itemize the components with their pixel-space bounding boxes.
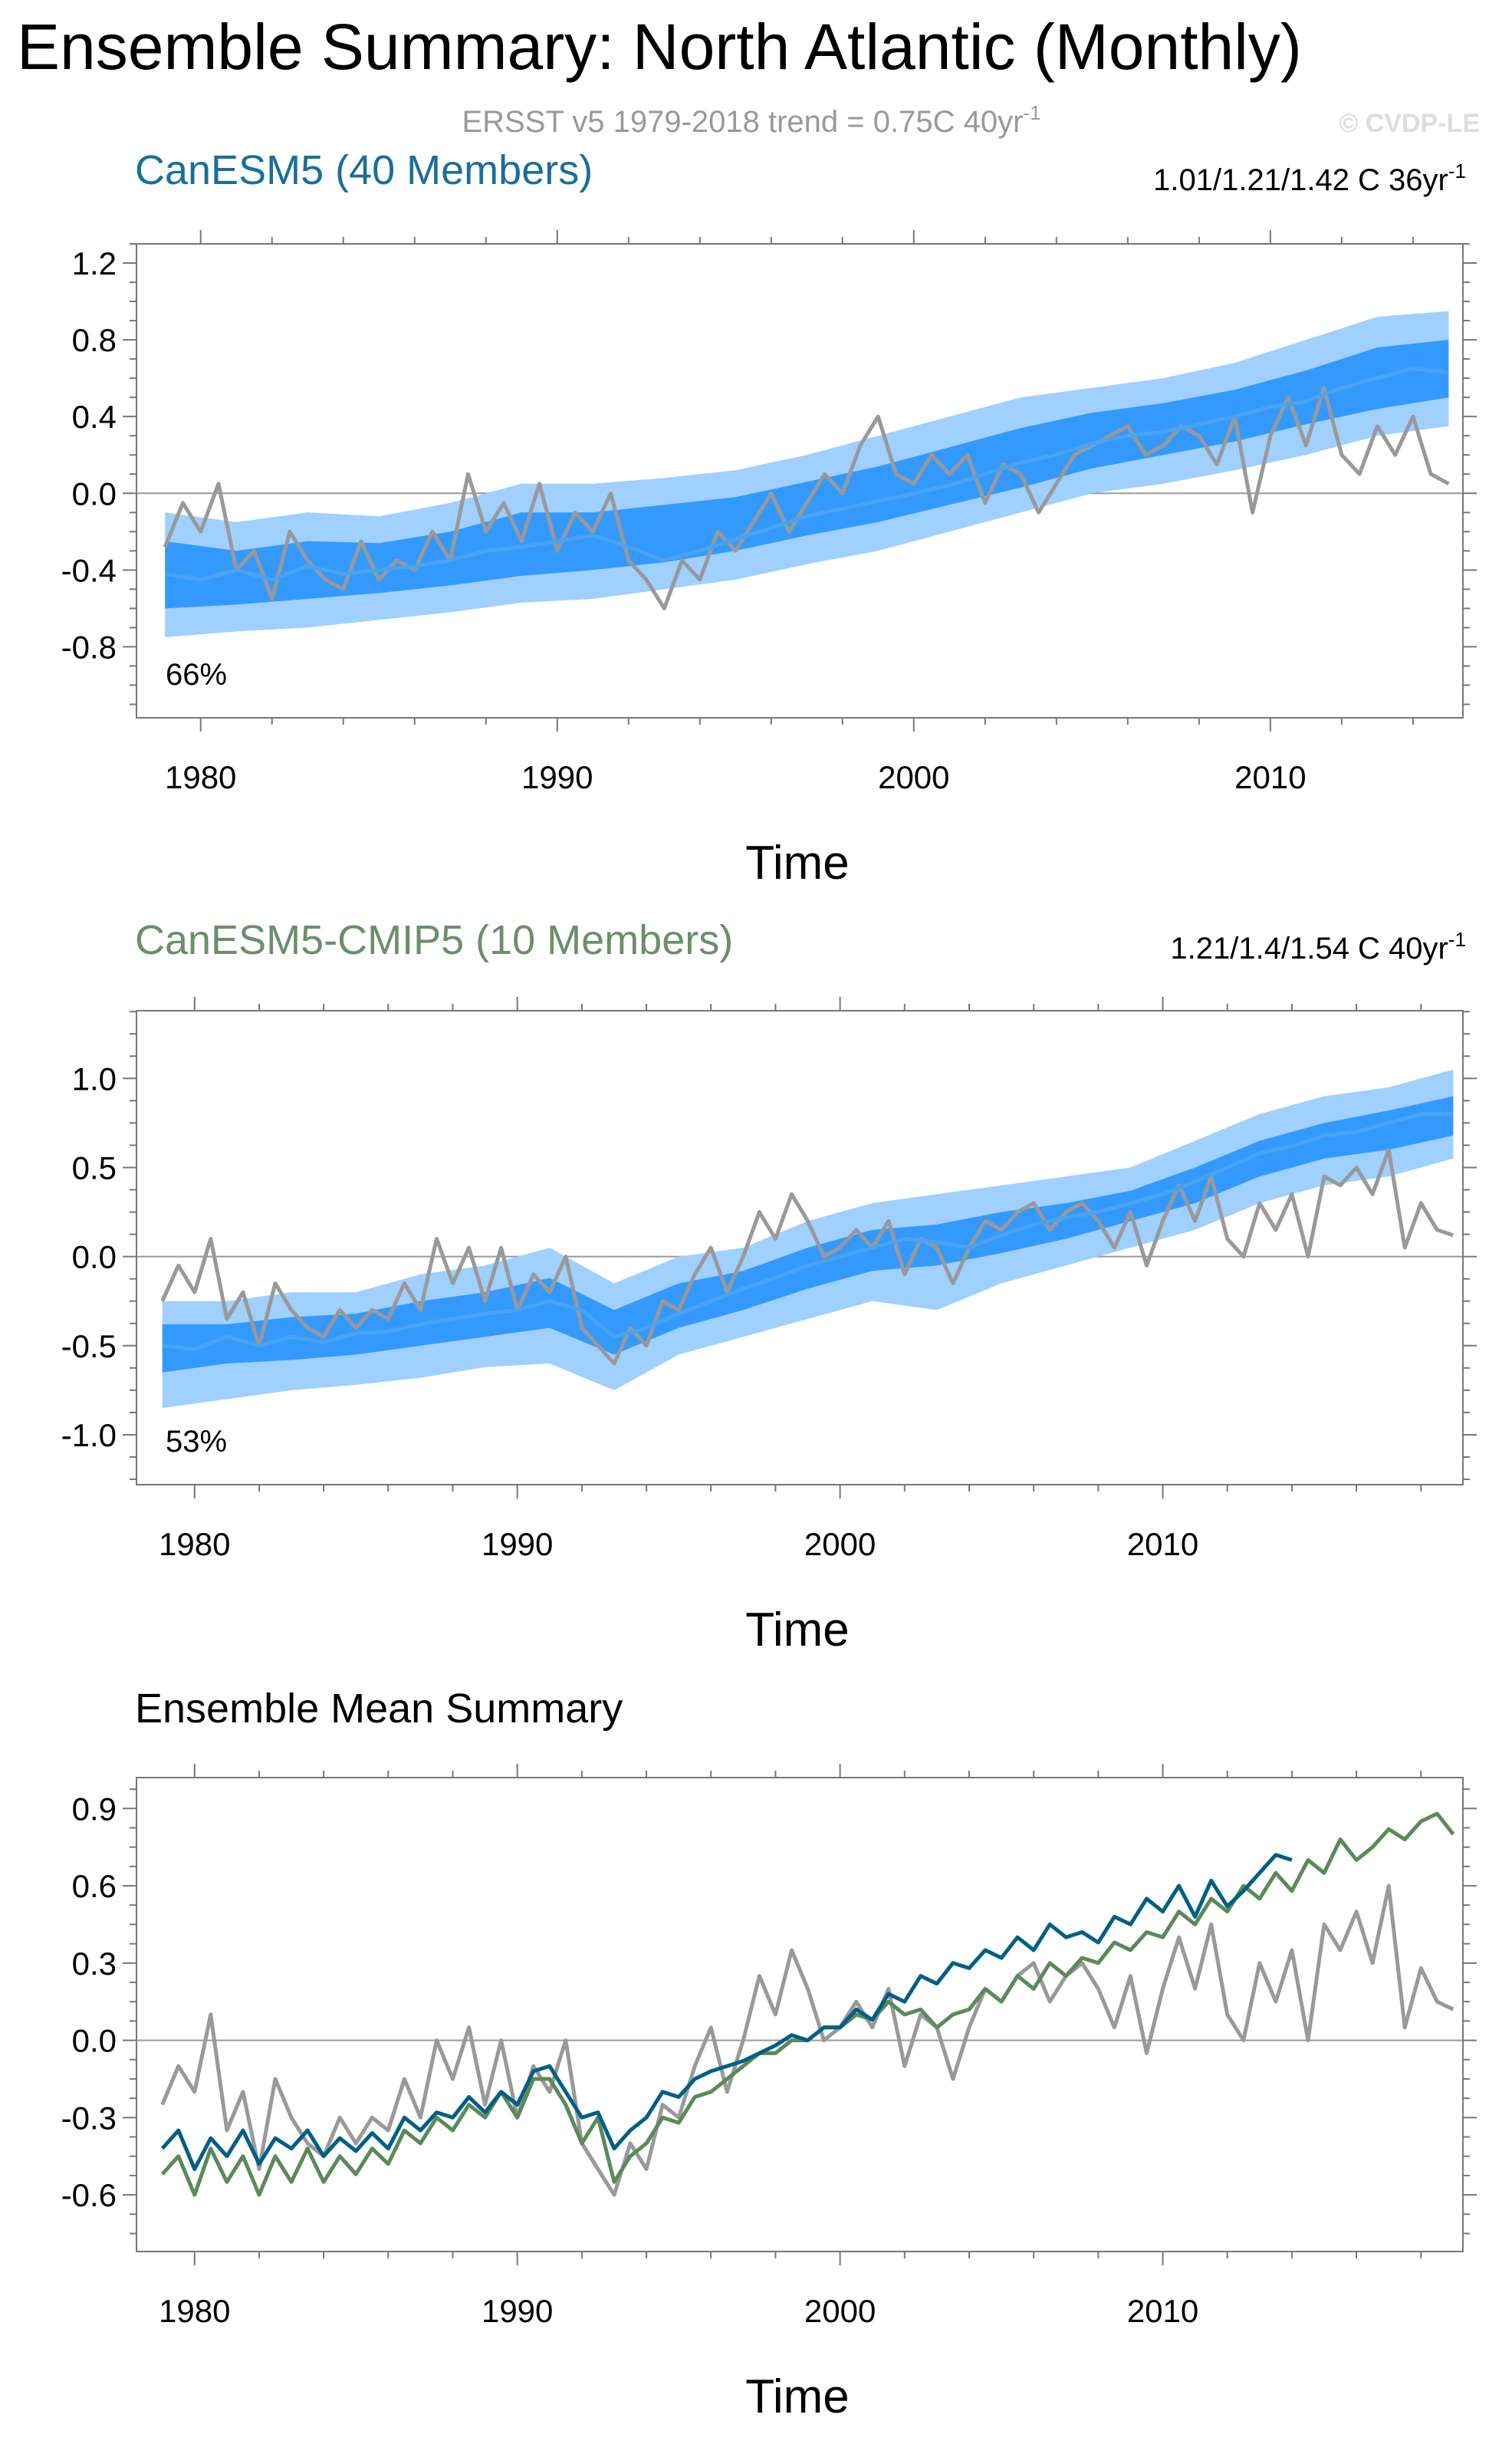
x-tick-label-ensemble-mean: 2000 — [804, 2293, 876, 2329]
y-tick-label-canesm5: 0.4 — [72, 399, 117, 435]
page-title: Ensemble Summary: North Atlantic (Monthl… — [17, 11, 1302, 83]
ensemble-range-inner-canesm5 — [165, 340, 1449, 609]
x-tick-label-canesm5-cmip5: 2000 — [804, 1526, 876, 1562]
percent-label-canesm5: 66% — [166, 658, 227, 692]
page-subtitle: ERSST v5 1979-2018 trend = 0.75C 40yr-1 — [462, 101, 1040, 139]
ensemble-range-inner-canesm5-cmip5 — [162, 1096, 1454, 1373]
x-tick-label-ensemble-mean: 1980 — [159, 2293, 230, 2329]
plot-frame-canesm5 — [136, 243, 1464, 719]
ensemble-range-outer-canesm5-cmip5 — [162, 1069, 1454, 1409]
x-tick-label-canesm5-cmip5: 1990 — [482, 1526, 553, 1562]
panel-ensemble-mean-summary: Ensemble Mean Summary -0.6 -0.3 0.0 0.3 0.6 0… — [61, 1686, 1477, 2423]
x-axis-title-ensemble-mean: Time — [745, 2370, 849, 2423]
y-tick-label-canesm5: -0.8 — [61, 629, 117, 665]
x-tick-label-ensemble-mean: 1990 — [482, 2293, 553, 2329]
trend-label-canesm5: 1.01/1.21/1.42 C 36yr-1 — [1153, 160, 1466, 197]
obs-line-canesm5-cmip5 — [160, 1147, 1454, 1366]
watermark: © CVDP-LE — [1339, 109, 1480, 138]
y-tick-label-ensemble-mean: 0.3 — [72, 1946, 117, 1982]
mean-line-canesm5 — [164, 367, 1449, 582]
y-tick-label-canesm5: -0.4 — [61, 552, 117, 588]
y-tick-label-canesm5-cmip5: 0.5 — [72, 1150, 117, 1186]
panel-title-canesm5: CanESM5 (40 Members) — [135, 147, 593, 193]
x-axis-title-canesm5: Time — [745, 837, 849, 890]
x-tick-label-canesm5: 2010 — [1234, 759, 1306, 795]
y-tick-label-canesm5-cmip5: 0.0 — [72, 1239, 117, 1275]
y-tick-label-canesm5: 1.2 — [72, 245, 117, 281]
y-tick-label-canesm5-cmip5: 1.0 — [72, 1061, 117, 1097]
y-tick-label-ensemble-mean: 0.6 — [72, 1868, 117, 1904]
percent-label-canesm5-cmip5: 53% — [166, 1425, 227, 1459]
x-tick-label-ensemble-mean: 2010 — [1127, 2293, 1198, 2329]
y-tick-label-canesm5: 0.8 — [72, 322, 117, 358]
x-axis-title-canesm5-cmip5: Time — [745, 1604, 849, 1656]
x-tick-label-canesm5: 1990 — [521, 759, 593, 795]
trend-label-canesm5-cmip5: 1.21/1.4/1.54 C 40yr-1 — [1170, 928, 1466, 965]
x-tick-label-canesm5-cmip5: 2010 — [1127, 1526, 1198, 1562]
plot-frame-ensemble-mean — [136, 1777, 1464, 2252]
plot-area-canesm5: -0.8 -0.4 0.0 0.4 0.8 1.2 1980 1990 2000 2010 — [61, 230, 1477, 795]
obs-line-ensemble-mean — [160, 1883, 1454, 2197]
mean-line-canesm5-cmip5 — [162, 1112, 1454, 1351]
plot-area-ensemble-mean: -0.6 -0.3 0.0 0.3 0.6 0.9 1980 1990 2000 2010 — [61, 1764, 1477, 2329]
panel-canesm5: CanESM5 (40 Members) 1.01/1.21/1.42 C 36… — [61, 147, 1477, 890]
canesm5-mean-line-ensemble-mean — [160, 1853, 1293, 2171]
y-tick-label-canesm5: 0.0 — [72, 475, 117, 511]
y-tick-label-ensemble-mean: 0.0 — [72, 2023, 117, 2059]
y-tick-label-ensemble-mean: -0.3 — [61, 2100, 117, 2136]
y-tick-label-ensemble-mean: 0.9 — [72, 1791, 117, 1827]
panel-title-ensemble-mean: Ensemble Mean Summary — [135, 1686, 623, 1732]
panel-canesm5-cmip5: CanESM5-CMIP5 (10 Members) 1.21/1.4/1.54… — [61, 917, 1477, 1656]
y-tick-label-canesm5-cmip5: -0.5 — [61, 1328, 117, 1364]
plot-area-canesm5-cmip5: -1.0 -0.5 0.0 0.5 1.0 1980 1990 2000 2010 — [61, 997, 1477, 1562]
panel-title-canesm5-cmip5: CanESM5-CMIP5 (10 Members) — [135, 917, 733, 963]
y-tick-label-ensemble-mean: -0.6 — [61, 2177, 117, 2213]
x-tick-label-canesm5: 1980 — [165, 759, 236, 795]
y-tick-label-canesm5-cmip5: -1.0 — [61, 1417, 117, 1453]
x-tick-label-canesm5: 2000 — [878, 759, 949, 795]
plot-frame-canesm5-cmip5 — [136, 1010, 1464, 1485]
x-tick-label-canesm5-cmip5: 1980 — [159, 1526, 230, 1562]
